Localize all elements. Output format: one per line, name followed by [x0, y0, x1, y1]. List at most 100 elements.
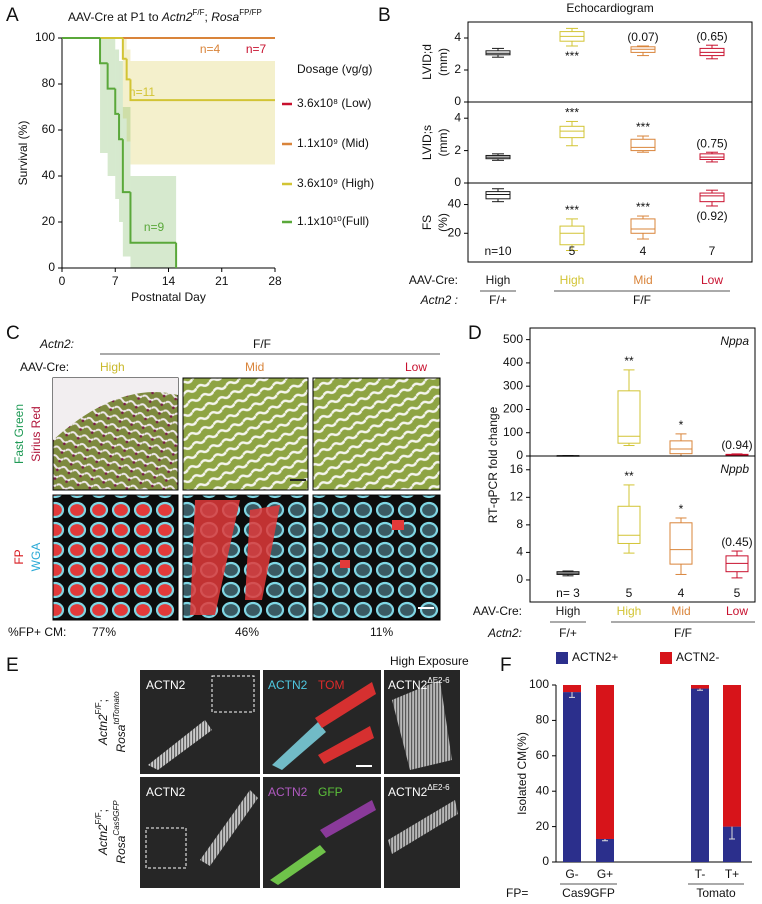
confidence-band [122, 38, 127, 119]
y-tick-label: 200 [503, 402, 523, 416]
box [559, 225, 585, 246]
image-label: ACTN2 [268, 785, 308, 799]
y-axis-label: (mm) [436, 48, 450, 76]
annotation: (0.92) [696, 209, 727, 223]
title-part: F/F [193, 8, 205, 17]
plot-frame [467, 182, 753, 263]
n-label: 7 [709, 244, 716, 258]
row-genotype: RosatdTomato [112, 691, 128, 753]
title-part: AAV-Cre at P1 to [68, 10, 162, 24]
geno-part: Rosa [114, 835, 128, 863]
y-axis-label: FS [420, 215, 434, 230]
x-tick-label: G+ [597, 867, 613, 881]
survival-step [129, 192, 177, 244]
bar-segment [596, 838, 614, 862]
confidence-band [100, 38, 108, 153]
chart-title: Echocardiogram [566, 1, 653, 15]
x-tick-label: T- [695, 867, 706, 881]
n-label: n=10 [484, 244, 511, 258]
y-tick-label: 2 [454, 143, 461, 157]
legend-label: 1.1x10¹⁰(Full) [297, 214, 369, 228]
gfp-cell [270, 845, 326, 885]
genotype-label: F/F [674, 626, 692, 640]
image-label: ACTN2 [268, 678, 308, 692]
cardiomyocyte [272, 722, 326, 770]
annotation: * [679, 502, 684, 516]
annotation: ** [624, 354, 634, 368]
image-label: ACTN2 [146, 785, 186, 799]
row-label: Actn2: [487, 626, 522, 640]
x-tick-label: T+ [725, 867, 739, 881]
genotype: F/F [253, 337, 271, 351]
fp-value: 77% [92, 625, 116, 639]
survival-step [121, 139, 131, 194]
group-label: Tomato [696, 886, 736, 900]
survival-step [114, 88, 120, 115]
box [669, 522, 693, 565]
zoom-box [145, 827, 187, 869]
y-tick-label: 0 [454, 175, 461, 189]
confidence-band [107, 38, 116, 176]
bar-segment [691, 688, 709, 862]
label-part: ACTN2 [388, 785, 428, 799]
y-tick-label: 60 [536, 748, 550, 762]
genotype-label: F/+ [489, 293, 507, 307]
panel-label: B [378, 5, 391, 26]
geno-sup: Cas9GFP [112, 800, 121, 836]
survival-step [121, 38, 127, 60]
annotation: (0.07) [627, 30, 658, 44]
plot-frame [529, 455, 756, 603]
y-tick-label: 20 [42, 214, 56, 228]
tom-cell [315, 682, 376, 764]
geno-part: Actn2 [96, 714, 110, 746]
geno-part: ; [96, 699, 110, 702]
group-label: Low [726, 604, 748, 618]
y-tick-label: 0 [542, 854, 549, 868]
n-label: 4 [640, 244, 647, 258]
group-axis-label: FP= [506, 886, 528, 900]
row-label: Actn2 : [420, 293, 458, 307]
annotation: (0.45) [721, 535, 752, 549]
group-label: Mid [671, 604, 690, 618]
title-part: FP/FP [239, 8, 262, 17]
legend-label: ACTN2+ [572, 650, 618, 664]
fp-cells [190, 500, 280, 615]
title-part: Rosa [211, 10, 239, 24]
group-label: High [560, 273, 585, 287]
y-tick-label: 80 [42, 76, 56, 90]
y-tick-label: 500 [503, 332, 523, 346]
y-tick-label: 2 [454, 62, 461, 76]
row-genotype: Actn2F/F; [94, 809, 110, 856]
cardiomyocyte [388, 800, 458, 854]
y-tick-label: 100 [35, 30, 55, 44]
label-sup: ΔE2-6 [427, 783, 450, 792]
actn2-cell [320, 800, 376, 838]
legend-swatch [556, 652, 568, 664]
fp-cell [392, 520, 404, 530]
panel-label: E [6, 655, 19, 676]
box [617, 390, 641, 444]
y-axis-label: (%) [436, 213, 450, 232]
group-label: Mid [633, 273, 652, 287]
legend-label: 3.6x10⁹ (High) [297, 176, 374, 190]
box [630, 138, 656, 152]
legend-label: ACTN2- [676, 650, 719, 664]
image-label: ACTN2 [146, 678, 186, 692]
stain-label: WGA [29, 543, 43, 572]
stain-label: Sirius Red [29, 406, 43, 461]
y-tick-label: 40 [536, 783, 550, 797]
stain-label: FP [12, 549, 26, 564]
bar-segment [691, 685, 709, 689]
y-tick-label: 4 [454, 110, 461, 124]
box [630, 218, 656, 234]
micrograph [140, 777, 260, 888]
y-tick-label: 40 [448, 197, 462, 211]
annotation: * [679, 418, 684, 432]
y-axis-label: Survival (%) [16, 121, 30, 186]
y-tick-label: 12 [510, 489, 524, 503]
annotation: *** [565, 49, 579, 63]
y-axis-label: LVID;s [420, 125, 434, 160]
panel-label: F [500, 655, 512, 676]
box [617, 505, 641, 544]
group-label: High [486, 273, 511, 287]
